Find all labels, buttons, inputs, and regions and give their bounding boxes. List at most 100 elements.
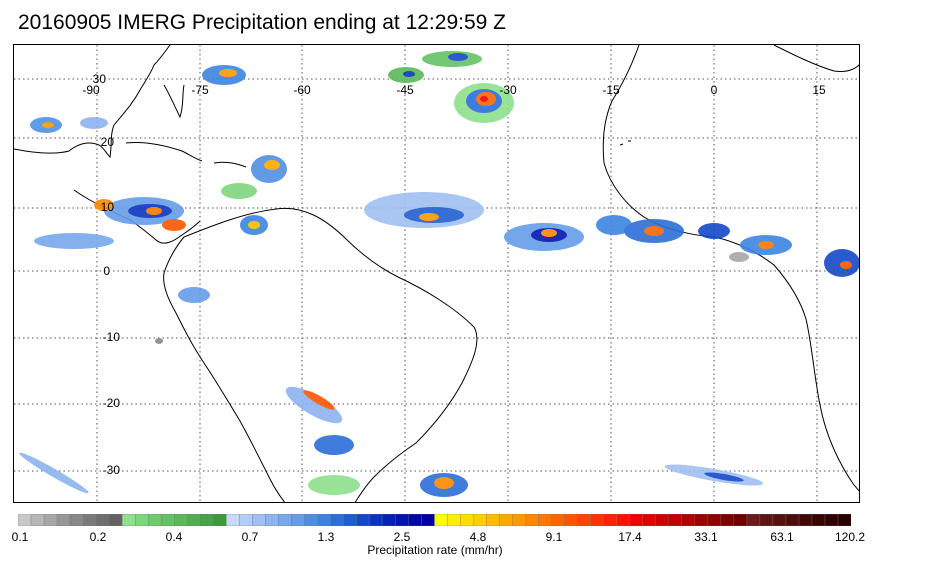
colorbar-swatch	[733, 514, 748, 526]
colorbar-swatch	[213, 514, 227, 526]
colorbar-swatch	[395, 514, 409, 526]
lat-label: 10	[101, 200, 115, 214]
colorbar-swatch	[460, 514, 475, 526]
colorbar-swatch	[603, 514, 618, 526]
colorbar-swatch	[252, 514, 266, 526]
lon-label: -90	[82, 83, 100, 97]
lon-label: 0	[711, 83, 718, 97]
lon-label: -15	[602, 83, 620, 97]
colorbar-swatch	[226, 514, 240, 526]
precipitation-map: -90 -75 -60 -45 -30 -15 0 15 30 20 10 0 …	[13, 44, 860, 503]
colorbar-tick-label: 0.4	[165, 530, 183, 544]
colorbar-swatch	[147, 514, 162, 526]
colorbar-swatch	[824, 514, 839, 526]
colorbar-swatch	[134, 514, 149, 526]
coastline-hispaniola	[213, 161, 247, 168]
colorbar-swatch	[525, 514, 540, 526]
colorbar-swatch	[785, 514, 800, 526]
lon-label: 15	[812, 83, 826, 97]
colorbar-swatch	[642, 514, 657, 526]
colorbar-tick-label: 63.1	[770, 530, 794, 544]
colorbar-swatch	[69, 514, 84, 526]
colorbar-swatch	[551, 514, 566, 526]
lon-label: -30	[499, 83, 517, 97]
colorbar-swatch	[434, 514, 449, 526]
coordinate-labels: -90 -75 -60 -45 -30 -15 0 15 30 20 10 0 …	[82, 72, 826, 477]
colorbar-swatch	[759, 514, 774, 526]
colorbar-swatch	[278, 514, 292, 526]
colorbar-swatch	[473, 514, 488, 526]
colorbar-swatch	[30, 514, 45, 526]
colorbar-swatch	[837, 514, 851, 526]
colorbar-swatch	[577, 514, 592, 526]
precip-cluster	[19, 51, 859, 497]
colorbar-swatch	[447, 514, 462, 526]
colorbar-swatch	[564, 514, 579, 526]
colorbar-swatch	[798, 514, 813, 526]
coastline-florida	[163, 84, 185, 119]
colorbar-tick-label: 0.1	[11, 530, 29, 544]
colorbar-swatch	[421, 514, 436, 526]
map-canvas: -90 -75 -60 -45 -30 -15 0 15 30 20 10 0 …	[14, 45, 859, 502]
lon-label: -45	[396, 83, 414, 97]
colorbar-swatch	[512, 514, 527, 526]
precipitation-field	[19, 51, 859, 497]
lon-label: -60	[293, 83, 311, 97]
colorbar-swatch	[681, 514, 696, 526]
colorbar-tick-label: 33.1	[694, 530, 718, 544]
colorbar-swatch	[330, 514, 344, 526]
colorbar-swatch	[343, 514, 357, 526]
colorbar-swatch	[121, 514, 136, 526]
lat-label: -30	[103, 463, 121, 477]
colorbar-caption: Precipitation rate (mm/hr)	[367, 543, 503, 557]
colorbar-swatch	[200, 514, 214, 526]
colorbar-swatch	[382, 514, 396, 526]
colorbar-swatch	[304, 514, 318, 526]
colorbar-swatch	[746, 514, 761, 526]
colorbar-swatch	[356, 514, 370, 526]
colorbar-swatch	[629, 514, 644, 526]
colorbar-swatch	[499, 514, 514, 526]
colorbar-tick-label: 1.3	[317, 530, 335, 544]
coastline-africa	[602, 45, 859, 492]
colorbar-swatch	[186, 514, 201, 526]
coastline-north-america	[14, 45, 171, 159]
map-title: 20160905 IMERG Precipitation ending at 1…	[18, 11, 506, 34]
colorbar-swatch	[317, 514, 331, 526]
colorbar-tick-label: 2.5	[393, 530, 411, 544]
colorbar-swatch	[18, 514, 32, 526]
lat-label: 20	[101, 135, 115, 149]
colorbar-tick-label: 120.2	[834, 530, 866, 544]
coastlines	[14, 45, 859, 502]
coastline-canary-islands	[619, 140, 631, 146]
colorbar-swatch	[811, 514, 826, 526]
colorbar-tick-label: 0.2	[89, 530, 107, 544]
lat-label: 0	[103, 264, 110, 278]
lat-label: -10	[103, 330, 121, 344]
colorbar-swatch	[408, 514, 422, 526]
colorbar-swatch	[694, 514, 709, 526]
colorbar-swatch	[772, 514, 787, 526]
colorbar-swatch	[82, 514, 97, 526]
colorbar-swatch	[486, 514, 501, 526]
colorbar-swatch	[265, 514, 279, 526]
colorbar-tick-label: 0.7	[241, 530, 259, 544]
colorbar-swatch	[720, 514, 735, 526]
colorbar-tick-label: 4.8	[469, 530, 487, 544]
colorbar-swatch	[95, 514, 110, 526]
colorbar-swatch	[56, 514, 71, 526]
colorbar-swatch	[43, 514, 58, 526]
colorbar-swatch	[291, 514, 305, 526]
gridlines	[14, 45, 859, 502]
lon-label: -75	[191, 83, 209, 97]
colorbar-tick-label: 17.4	[618, 530, 642, 544]
coastline-cuba	[125, 142, 203, 162]
colorbar-swatch	[707, 514, 722, 526]
lat-label: -20	[103, 396, 121, 410]
colorbar-swatch	[160, 514, 175, 526]
colorbar-swatch	[668, 514, 683, 526]
lat-label: 30	[93, 72, 107, 86]
colorbar-swatch	[655, 514, 670, 526]
coastline-south-america	[163, 207, 478, 502]
colorbar-swatch	[173, 514, 188, 526]
